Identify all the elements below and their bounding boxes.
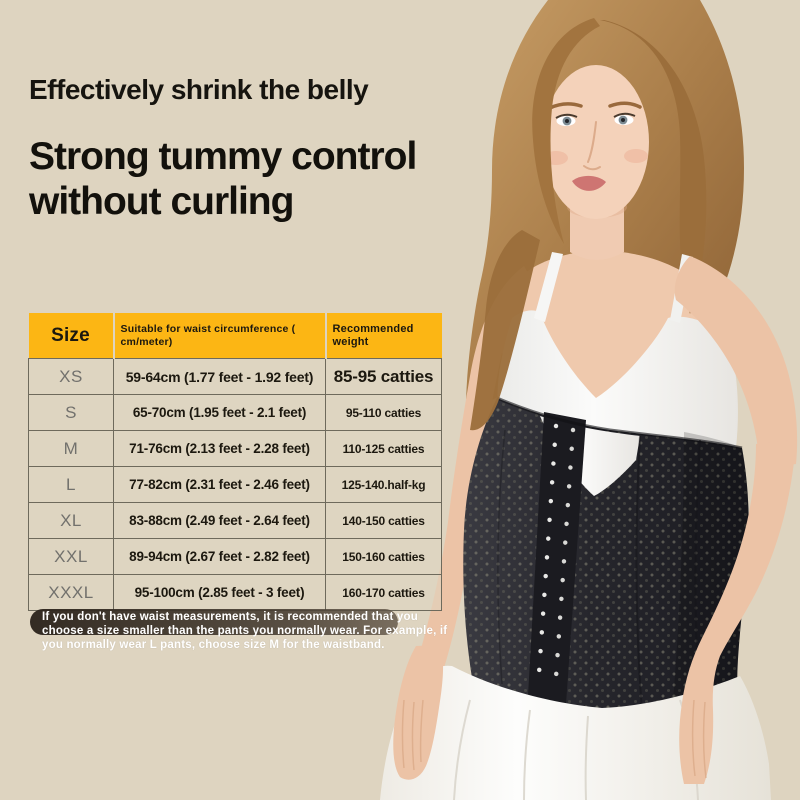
weight-cell: 95-110 catties xyxy=(325,394,442,431)
size-cell: XL xyxy=(28,502,114,539)
header-weight: Recommended weight xyxy=(324,313,442,359)
table-row: S 65-70cm (1.95 feet - 2.1 feet) 95-110 … xyxy=(28,394,442,431)
circumference-cell: 77-82cm (2.31 feet - 2.46 feet) xyxy=(113,466,326,503)
table-row: XS 59-64cm (1.77 feet - 1.92 feet) 85-95… xyxy=(28,358,442,395)
circumference-cell: 83-88cm (2.49 feet - 2.64 feet) xyxy=(113,502,326,539)
hook-and-eye-closure xyxy=(535,423,576,695)
waist-trainer xyxy=(463,396,749,719)
headline-large: Strong tummy control without curling xyxy=(29,134,417,224)
size-cell: S xyxy=(28,394,114,431)
weight-cell: 125-140.half-kg xyxy=(325,466,442,503)
size-cell: XXXL xyxy=(28,574,114,611)
headline-large-line1: Strong tummy control xyxy=(29,135,417,178)
hair-front xyxy=(532,18,707,314)
note-text: If you don't have waist measurements, it… xyxy=(30,607,460,652)
headline-large-line2: without curling xyxy=(29,180,294,223)
left-arm xyxy=(674,256,798,784)
note-line: If you don't have waist measurements, it… xyxy=(42,611,418,623)
right-hand xyxy=(393,645,444,780)
weight-cell: 140-150 catties xyxy=(325,502,442,539)
table-row: XXL 89-94cm (2.67 feet - 2.82 feet) 150-… xyxy=(28,538,442,575)
size-chart-table: Size Suitable for waist circumference ( … xyxy=(28,313,442,611)
size-cell: L xyxy=(28,466,114,503)
note-line: you normally wear L pants, choose size M… xyxy=(42,639,385,651)
eyebrows xyxy=(548,101,642,110)
size-note: If you don't have waist measurements, it… xyxy=(30,607,460,652)
note-pill-background xyxy=(30,609,398,635)
eyes xyxy=(555,112,636,126)
circumference-cell: 65-70cm (1.95 feet - 2.1 feet) xyxy=(113,394,326,431)
size-cell: XXL xyxy=(28,538,114,575)
nose xyxy=(583,121,601,171)
table-row: XL 83-88cm (2.49 feet - 2.64 feet) 140-1… xyxy=(28,502,442,539)
weight-cell: 85-95 catties xyxy=(325,358,442,395)
table-row: XXXL 95-100cm (2.85 feet - 3 feet) 160-1… xyxy=(28,574,442,611)
leggings xyxy=(380,665,771,800)
weight-cell: 150-160 catties xyxy=(325,538,442,575)
table-row: M 71-76cm (2.13 feet - 2.28 feet) 110-12… xyxy=(28,430,442,467)
lips xyxy=(572,175,606,191)
circumference-cell: 59-64cm (1.77 feet - 1.92 feet) xyxy=(113,358,326,395)
weight-cell: 110-125 catties xyxy=(325,430,442,467)
circumference-cell: 95-100cm (2.85 feet - 3 feet) xyxy=(113,574,326,611)
camisole-strap-left xyxy=(534,252,563,322)
weight-cell: 160-170 catties xyxy=(325,574,442,611)
note-line: choose a size smaller than the pants you… xyxy=(42,625,448,637)
headline-small: Effectively shrink the belly xyxy=(29,74,369,105)
hair-shoulder-tail xyxy=(470,230,540,431)
circumference-cell: 89-94cm (2.67 feet - 2.82 feet) xyxy=(113,538,326,575)
size-cell: XS xyxy=(28,358,114,395)
header-size: Size xyxy=(28,313,114,359)
size-cell: M xyxy=(28,430,114,467)
circumference-cell: 71-76cm (2.13 feet - 2.28 feet) xyxy=(113,430,326,467)
table-row: L 77-82cm (2.31 feet - 2.46 feet) 125-14… xyxy=(28,466,442,503)
table-header-row: Size Suitable for waist circumference ( … xyxy=(28,313,442,359)
header-circumference: Suitable for waist circumference ( cm/me… xyxy=(112,313,326,359)
left-hand-fingers xyxy=(691,699,707,779)
face xyxy=(543,65,649,219)
